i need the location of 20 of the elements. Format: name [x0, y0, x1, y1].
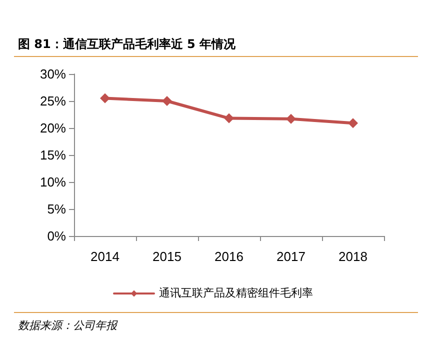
- point: [162, 96, 172, 106]
- y-tick-label: 5%: [47, 202, 66, 216]
- point: [348, 118, 358, 128]
- y-tick-label: 30%: [40, 66, 66, 82]
- point: [286, 114, 296, 124]
- x-tick-label: 2015: [152, 249, 182, 264]
- x-tick-label: 2014: [90, 249, 120, 264]
- y-tick-label: 10%: [40, 174, 66, 190]
- point: [224, 113, 234, 124]
- y-tick-label: 20%: [40, 120, 66, 136]
- legend-label: 通讯互联产品及精密组件毛利率: [159, 286, 313, 300]
- point: [100, 93, 110, 104]
- source-note: 数据来源：公司年报: [18, 318, 117, 333]
- y-tick-label: 15%: [40, 148, 66, 162]
- y-tick-label: 0%: [47, 228, 66, 244]
- x-tick-label: 2017: [276, 249, 306, 264]
- x-tick-label: 2018: [338, 249, 368, 264]
- y-tick-label: 25%: [40, 94, 66, 108]
- chart-title: 图 81：通信互联产品毛利率近 5 年情况: [18, 36, 236, 53]
- x-tick-label: 2016: [214, 249, 244, 264]
